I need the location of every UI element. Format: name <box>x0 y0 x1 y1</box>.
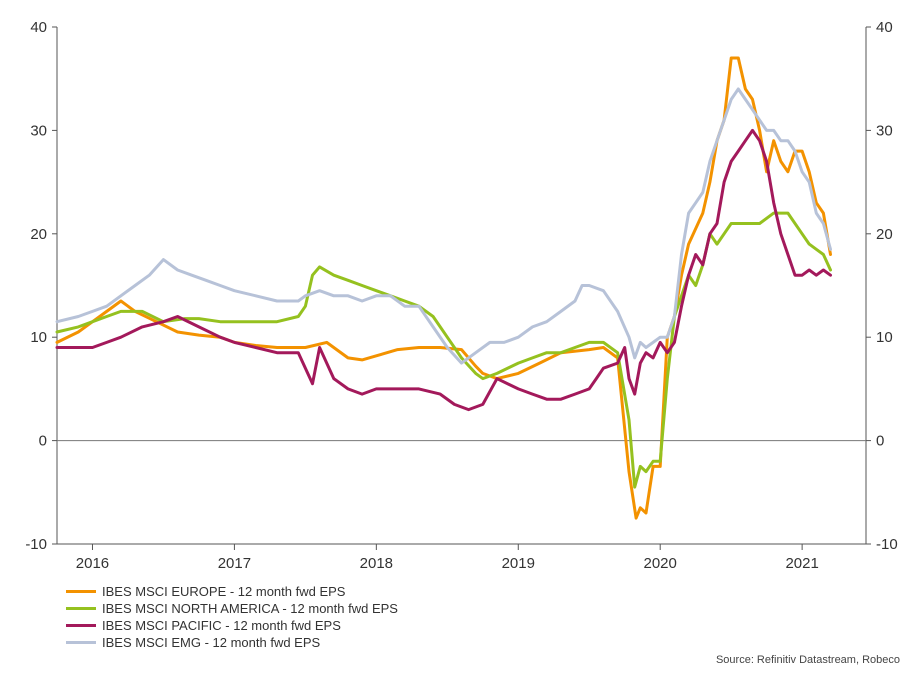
x-tick-label: 2018 <box>360 555 393 572</box>
legend-label-pacific: IBES MSCI PACIFIC - 12 month fwd EPS <box>102 618 341 633</box>
x-tick-label: 2020 <box>644 555 677 572</box>
y-tick-label-left: -10 <box>25 536 47 553</box>
legend-label-north-america: IBES MSCI NORTH AMERICA - 12 month fwd E… <box>102 601 398 616</box>
y-tick-label-left: 40 <box>30 19 47 36</box>
y-tick-label-left: 20 <box>30 226 47 243</box>
legend-label-europe: IBES MSCI EUROPE - 12 month fwd EPS <box>102 584 346 599</box>
legend-item-europe: IBES MSCI EUROPE - 12 month fwd EPS <box>66 583 398 600</box>
legend-label-emg: IBES MSCI EMG - 12 month fwd EPS <box>102 635 321 650</box>
x-tick-label: 2019 <box>502 555 535 572</box>
series-line-emg <box>55 87 832 365</box>
legend-swatch-europe <box>66 590 96 593</box>
y-tick-label-left: 10 <box>30 329 47 346</box>
series-line-pacific <box>55 128 832 412</box>
legend-item-north-america: IBES MSCI NORTH AMERICA - 12 month fwd E… <box>66 600 398 617</box>
y-tick-label-right: 20 <box>876 226 893 243</box>
legend-swatch-emg <box>66 641 96 644</box>
legend-swatch-pacific <box>66 624 96 627</box>
legend-swatch-north-america <box>66 607 96 610</box>
y-tick-label-right: 30 <box>876 122 893 139</box>
x-tick-label: 2017 <box>218 555 251 572</box>
y-tick-label-right: 0 <box>876 433 884 450</box>
y-tick-label-right: -10 <box>876 536 898 553</box>
source-note: Source: Refinitiv Datastream, Robeco <box>715 654 900 666</box>
y-tick-label-left: 0 <box>39 433 47 450</box>
series-line-europe <box>55 56 832 520</box>
legend-item-pacific: IBES MSCI PACIFIC - 12 month fwd EPS <box>66 617 398 634</box>
y-tick-label-right: 10 <box>876 329 893 346</box>
series-line-north-america <box>55 211 832 489</box>
legend-item-emg: IBES MSCI EMG - 12 month fwd EPS <box>66 634 398 651</box>
y-tick-label-left: 30 <box>30 122 47 139</box>
x-tick-label: 2021 <box>785 555 818 572</box>
legend: IBES MSCI EUROPE - 12 month fwd EPS IBES… <box>66 583 398 651</box>
y-tick-label-right: 40 <box>876 19 893 36</box>
x-tick-label: 2016 <box>76 555 109 572</box>
